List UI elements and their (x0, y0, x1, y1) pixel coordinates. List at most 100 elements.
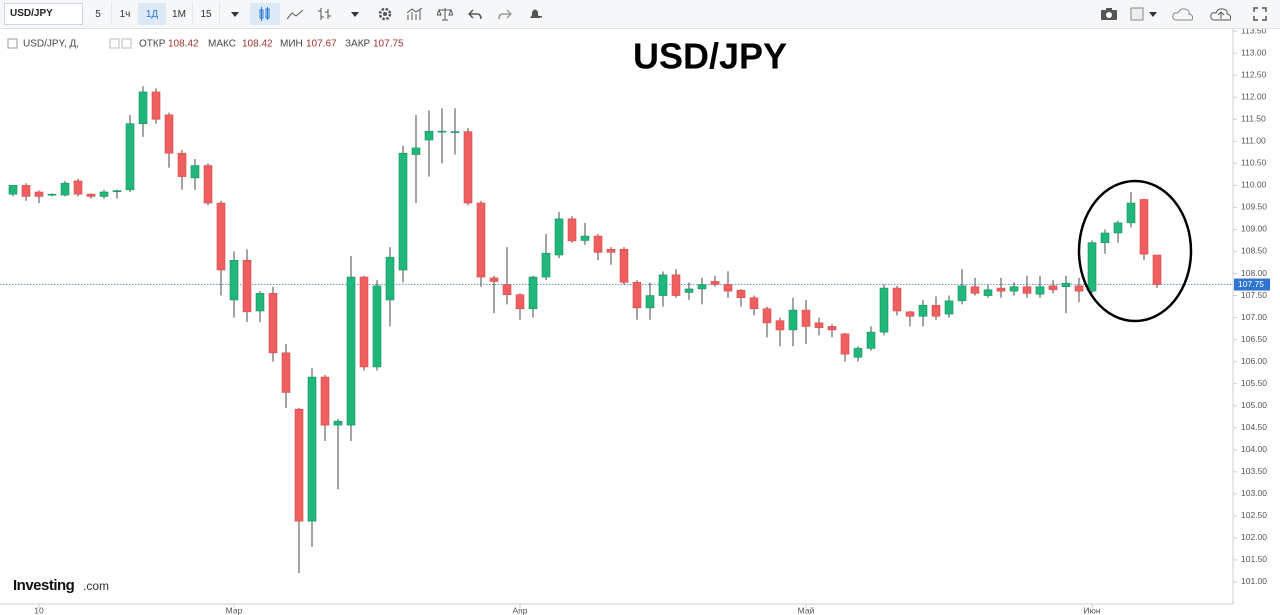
legend-low: 107.67 (306, 39, 337, 50)
candle-body (1152, 254, 1162, 285)
interval-button[interactable]: 5 (85, 3, 112, 25)
chart-type-menu[interactable] (340, 3, 370, 25)
candle-body (320, 376, 330, 426)
candle-body (1113, 222, 1123, 234)
candle-body (372, 285, 382, 368)
indicators-button[interactable] (400, 3, 430, 25)
y-tick-label: 110.00 (1241, 180, 1267, 190)
candle-body (307, 376, 317, 522)
y-tick-label: 107.00 (1241, 312, 1267, 322)
candle-body (879, 287, 889, 333)
candle-body (125, 123, 135, 191)
y-tick-label: 105.50 (1241, 378, 1267, 388)
y-tick-label: 113.00 (1241, 47, 1267, 57)
y-tick-label: 109.00 (1241, 224, 1267, 234)
candle-body (606, 248, 616, 253)
candle-body (60, 182, 70, 196)
cloud-load-button[interactable] (1164, 3, 1202, 25)
candle-body (788, 309, 798, 331)
symbol-search[interactable]: USD/JPY (4, 3, 83, 25)
legend-close: 107.75 (373, 39, 404, 50)
alert-button[interactable] (520, 3, 550, 25)
compare-button[interactable] (430, 3, 460, 25)
candle-body (34, 191, 44, 197)
area-button[interactable] (280, 3, 310, 25)
candle-body (151, 91, 161, 120)
candle-body (1061, 282, 1071, 288)
interval-button[interactable]: 1ч (112, 3, 139, 25)
candle-body (450, 131, 460, 133)
interval-button[interactable]: 15 (193, 3, 220, 25)
candle-body (723, 284, 733, 292)
interval-button[interactable]: 1М (166, 3, 193, 25)
highlight-ellipse (1077, 179, 1193, 323)
y-tick-label: 104.50 (1241, 422, 1267, 432)
candle-body (684, 288, 694, 293)
candle-body (1087, 242, 1097, 292)
candle-body (268, 293, 278, 354)
interval-menu[interactable] (220, 3, 250, 25)
legend-close-label: ЗАКР (345, 39, 371, 50)
screenshot-button[interactable] (1094, 3, 1124, 25)
candle-body (346, 276, 356, 426)
y-tick-label: 111.00 (1241, 136, 1266, 146)
y-tick-label: 106.00 (1241, 356, 1267, 366)
candle-body (424, 130, 434, 141)
candle-body (8, 185, 18, 195)
legend-symbol: USD/JPY, Д, (23, 39, 79, 50)
candle-body (710, 281, 720, 285)
legend-high: 108.42 (242, 39, 273, 50)
x-tick-label: 10 (34, 605, 44, 615)
candle-body (281, 352, 291, 393)
candle-body (957, 285, 967, 302)
candle-body (970, 286, 980, 294)
candles-button[interactable] (250, 3, 280, 25)
candle-body (437, 130, 447, 133)
candle-body (567, 218, 577, 242)
toolbar: USD/JPY 5 1ч 1Д 1М 15 (0, 0, 1280, 29)
candle-body (333, 420, 343, 426)
x-tick-label: Апр (513, 605, 528, 615)
legend-icon[interactable] (121, 38, 132, 49)
collapse-icon[interactable] (7, 38, 18, 49)
interval-button[interactable]: 1Д (139, 3, 166, 25)
candle-body (489, 277, 499, 282)
x-tick-label: Май (798, 605, 815, 615)
candle-body (528, 276, 538, 310)
candle-body (203, 165, 213, 204)
candle-body (801, 309, 811, 327)
candle-body (983, 289, 993, 296)
candle-body (541, 252, 551, 278)
candle-body (1035, 286, 1045, 295)
candle-body (112, 190, 122, 192)
candle-body (918, 304, 928, 317)
y-tick-label: 113.50 (1241, 25, 1267, 35)
candle-body (476, 202, 486, 278)
settings-button[interactable] (370, 3, 400, 25)
y-tick-label: 104.00 (1241, 444, 1267, 454)
candle-body (827, 326, 837, 331)
candle-body (645, 295, 655, 309)
y-tick-label: 101.00 (1241, 576, 1267, 586)
cloud-save-button[interactable] (1202, 3, 1240, 25)
candle-body (775, 320, 785, 331)
watermark-suffix: .com (83, 579, 109, 593)
candle-body (99, 191, 109, 197)
candle-body (73, 180, 83, 195)
toolbar-right (1094, 3, 1280, 25)
candle-body (762, 308, 772, 324)
y-tick-label: 103.50 (1241, 466, 1267, 476)
candle-body (996, 287, 1006, 292)
redo-button[interactable] (490, 3, 520, 25)
fullscreen-button[interactable] (1240, 3, 1280, 25)
candle-body (931, 304, 941, 317)
layout-button[interactable] (1124, 3, 1164, 25)
candle-body (1022, 286, 1032, 294)
y-tick-label: 112.50 (1241, 69, 1267, 79)
legend-icon[interactable] (109, 38, 120, 49)
bars-button[interactable] (310, 3, 340, 25)
candle-body (21, 185, 31, 197)
undo-button[interactable] (460, 3, 490, 25)
candle-body (1100, 232, 1110, 243)
